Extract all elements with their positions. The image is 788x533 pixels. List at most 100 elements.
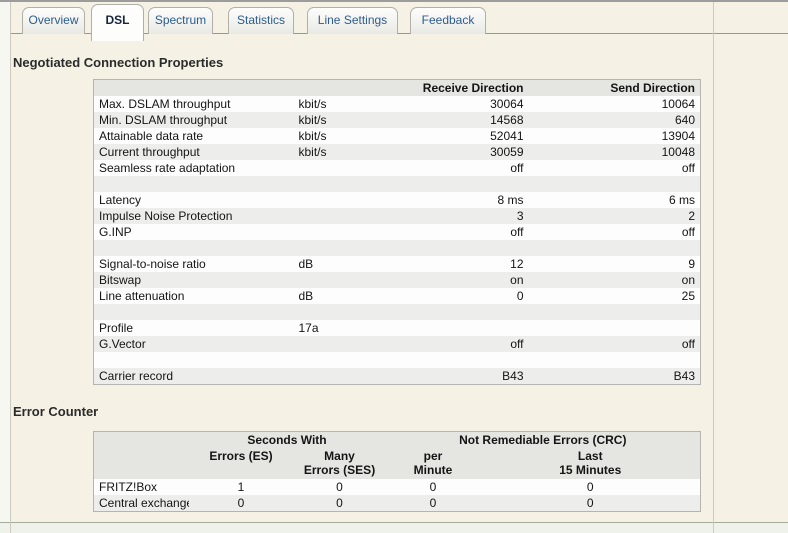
crc-per-minute-cell: 0: [385, 495, 481, 512]
receive-cell: 12: [383, 256, 529, 272]
errors-es-cell: 0: [188, 495, 294, 512]
table-row: Current throughput kbit/s 30059 10048: [93, 144, 701, 160]
property-cell: Impulse Noise Protection: [93, 208, 294, 224]
table-spacer-row: [93, 176, 701, 192]
header-spacer-cell: [93, 431, 189, 448]
top-divider: [0, 0, 788, 2]
send-cell: [528, 320, 701, 336]
property-cell: Line attenuation: [93, 288, 294, 304]
unit-cell: 17a: [293, 320, 384, 336]
send-cell: off: [528, 336, 701, 352]
property-cell: Max. DSLAM throughput: [93, 96, 294, 112]
header-spacer-cell: [93, 448, 189, 479]
property-cell: Latency: [93, 192, 294, 208]
unit-cell: [293, 272, 384, 288]
content-left-border: [10, 0, 11, 533]
tab-statistics[interactable]: Statistics: [228, 7, 294, 34]
unit-cell: kbit/s: [293, 144, 384, 160]
tab-dsl[interactable]: DSL: [91, 4, 144, 41]
tab-bar: Overview DSL Spectrum Statistics Line Se…: [0, 0, 788, 41]
errors-es-header: Errors (ES): [188, 448, 294, 479]
table-row: Central exchange 0 0 0 0: [93, 495, 701, 512]
send-cell: 6 ms: [528, 192, 701, 208]
send-cell: [528, 352, 701, 368]
crc-last-15-cell: 0: [480, 479, 701, 495]
receive-cell: 30059: [383, 144, 529, 160]
send-cell: on: [528, 272, 701, 288]
many-errors-ses-header: Many Errors (SES): [293, 448, 386, 479]
table-row: Attainable data rate kbit/s 52041 13904: [93, 128, 701, 144]
bottom-divider: [0, 522, 788, 533]
send-cell: [528, 304, 701, 320]
receive-cell: [383, 304, 529, 320]
receive-cell: off: [383, 160, 529, 176]
send-cell: [528, 176, 701, 192]
error-group-header-row: Seconds With Not Remediable Errors (CRC): [93, 431, 701, 448]
send-cell: B43: [528, 368, 701, 385]
receive-direction-header: Receive Direction: [383, 79, 529, 96]
unit-cell: [293, 352, 384, 368]
error-subheader-row: Errors (ES) Many Errors (SES) per Minute…: [93, 448, 701, 479]
receive-cell: off: [383, 224, 529, 240]
unit-cell: [293, 224, 384, 240]
tab-spectrum[interactable]: Spectrum: [148, 7, 213, 34]
send-cell: 25: [528, 288, 701, 304]
device-cell: FRITZ!Box: [93, 479, 189, 495]
errors-es-cell: 1: [188, 479, 294, 495]
property-cell: Attainable data rate: [93, 128, 294, 144]
tab-line-settings[interactable]: Line Settings: [307, 7, 398, 34]
property-cell: [93, 304, 294, 320]
header-spacer-cell: [293, 79, 384, 96]
table-spacer-row: [93, 304, 701, 320]
receive-cell: [383, 240, 529, 256]
table-header-row: Receive Direction Send Direction: [93, 79, 701, 96]
property-cell: Current throughput: [93, 144, 294, 160]
property-cell: [93, 176, 294, 192]
page-left-margin: [0, 0, 10, 533]
table-row: Bitswap on on: [93, 272, 701, 288]
unit-cell: [293, 240, 384, 256]
unit-cell: [293, 176, 384, 192]
receive-cell: 3: [383, 208, 529, 224]
crc-group-header: Not Remediable Errors (CRC): [385, 431, 701, 448]
property-cell: G.INP: [93, 224, 294, 240]
table-row: G.Vector off off: [93, 336, 701, 352]
tab-overview[interactable]: Overview: [22, 7, 85, 34]
table-row: Profile 17a: [93, 320, 701, 336]
receive-cell: 14568: [383, 112, 529, 128]
receive-cell: 8 ms: [383, 192, 529, 208]
table-row: Signal-to-noise ratio dB 12 9: [93, 256, 701, 272]
receive-cell: [383, 352, 529, 368]
property-cell: Bitswap: [93, 272, 294, 288]
send-cell: [528, 240, 701, 256]
table-row: G.INP off off: [93, 224, 701, 240]
send-direction-header: Send Direction: [528, 79, 701, 96]
unit-cell: dB: [293, 256, 384, 272]
receive-cell: 30064: [383, 96, 529, 112]
section-title-error-counter: Error Counter: [13, 404, 99, 419]
property-cell: Seamless rate adaptation: [93, 160, 294, 176]
crc-per-minute-cell: 0: [385, 479, 481, 495]
send-cell: off: [528, 160, 701, 176]
unit-cell: kbit/s: [293, 128, 384, 144]
unit-cell: kbit/s: [293, 112, 384, 128]
property-cell: Profile: [93, 320, 294, 336]
crc-last-15-cell: 0: [480, 495, 701, 512]
receive-cell: 0: [383, 288, 529, 304]
unit-cell: [293, 208, 384, 224]
errors-ses-cell: 0: [293, 479, 386, 495]
send-cell: 640: [528, 112, 701, 128]
send-cell: 13904: [528, 128, 701, 144]
table-row: Latency 8 ms 6 ms: [93, 192, 701, 208]
table-row: Max. DSLAM throughput kbit/s 30064 10064: [93, 96, 701, 112]
property-cell: Min. DSLAM throughput: [93, 112, 294, 128]
tab-feedback[interactable]: Feedback: [410, 7, 486, 34]
receive-cell: [383, 320, 529, 336]
receive-cell: B43: [383, 368, 529, 385]
section-title-connection-properties: Negotiated Connection Properties: [13, 55, 224, 70]
connection-properties-table: Receive Direction Send Direction Max. DS…: [93, 79, 701, 385]
send-cell: 10064: [528, 96, 701, 112]
device-cell: Central exchange: [93, 495, 189, 512]
send-cell: 9: [528, 256, 701, 272]
property-cell: G.Vector: [93, 336, 294, 352]
